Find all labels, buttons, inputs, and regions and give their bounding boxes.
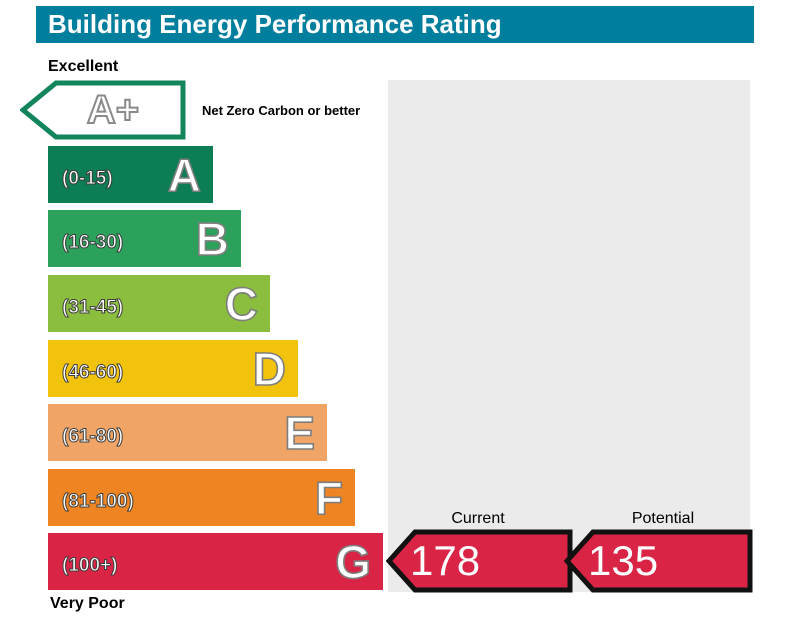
- band-g: (100+) G: [48, 533, 383, 590]
- potential-label: Potential: [631, 510, 695, 527]
- rating-background-panel: [388, 80, 750, 592]
- net-zero-caption: Net Zero Carbon or better: [202, 103, 361, 118]
- band-c-letter: C: [224, 277, 259, 330]
- band-f: (81-100) F: [48, 469, 355, 526]
- current-rating-arrow: 178: [385, 529, 576, 593]
- potential-arrow-shape: [563, 529, 753, 593]
- chart-header: Building Energy Performance Rating: [36, 6, 754, 43]
- band-a-plus: A+: [19, 80, 186, 140]
- potential-rating-arrow: 135: [563, 529, 754, 593]
- scale-bottom-label: Very Poor: [50, 595, 125, 612]
- current-rating-value: 178: [410, 537, 481, 584]
- page-title: Building Energy Performance Rating: [48, 9, 502, 39]
- current-label: Current: [451, 510, 505, 527]
- band-e-letter: E: [284, 406, 316, 459]
- band-g-letter: G: [334, 535, 371, 588]
- band-f-letter: F: [314, 471, 344, 524]
- current-arrow-shape: [385, 529, 573, 593]
- band-g-range: (100+): [61, 554, 118, 576]
- scale-top-label: Excellent: [48, 58, 119, 75]
- band-d: (46-60) D: [48, 340, 298, 397]
- band-b-range: (16-30): [61, 231, 124, 253]
- band-a: (0-15) A: [48, 146, 213, 203]
- band-a-range: (0-15): [62, 167, 114, 189]
- band-c: (31-45) C: [48, 275, 270, 332]
- band-b: (16-30) B: [48, 210, 241, 267]
- band-f-range: (81-100): [62, 490, 135, 512]
- band-e: (61-80) E: [48, 404, 327, 461]
- band-d-letter: D: [252, 342, 287, 395]
- band-e-range: (61-80): [61, 425, 124, 447]
- band-c-range: (31-45): [61, 296, 124, 318]
- band-b-letter: B: [195, 212, 230, 265]
- band-a-letter: A: [167, 148, 202, 201]
- potential-rating-value: 135: [588, 537, 659, 584]
- band-a-plus-letter: A+: [86, 87, 140, 133]
- a-plus-arrow-shape: [19, 80, 186, 140]
- band-d-range: (46-60): [61, 361, 124, 383]
